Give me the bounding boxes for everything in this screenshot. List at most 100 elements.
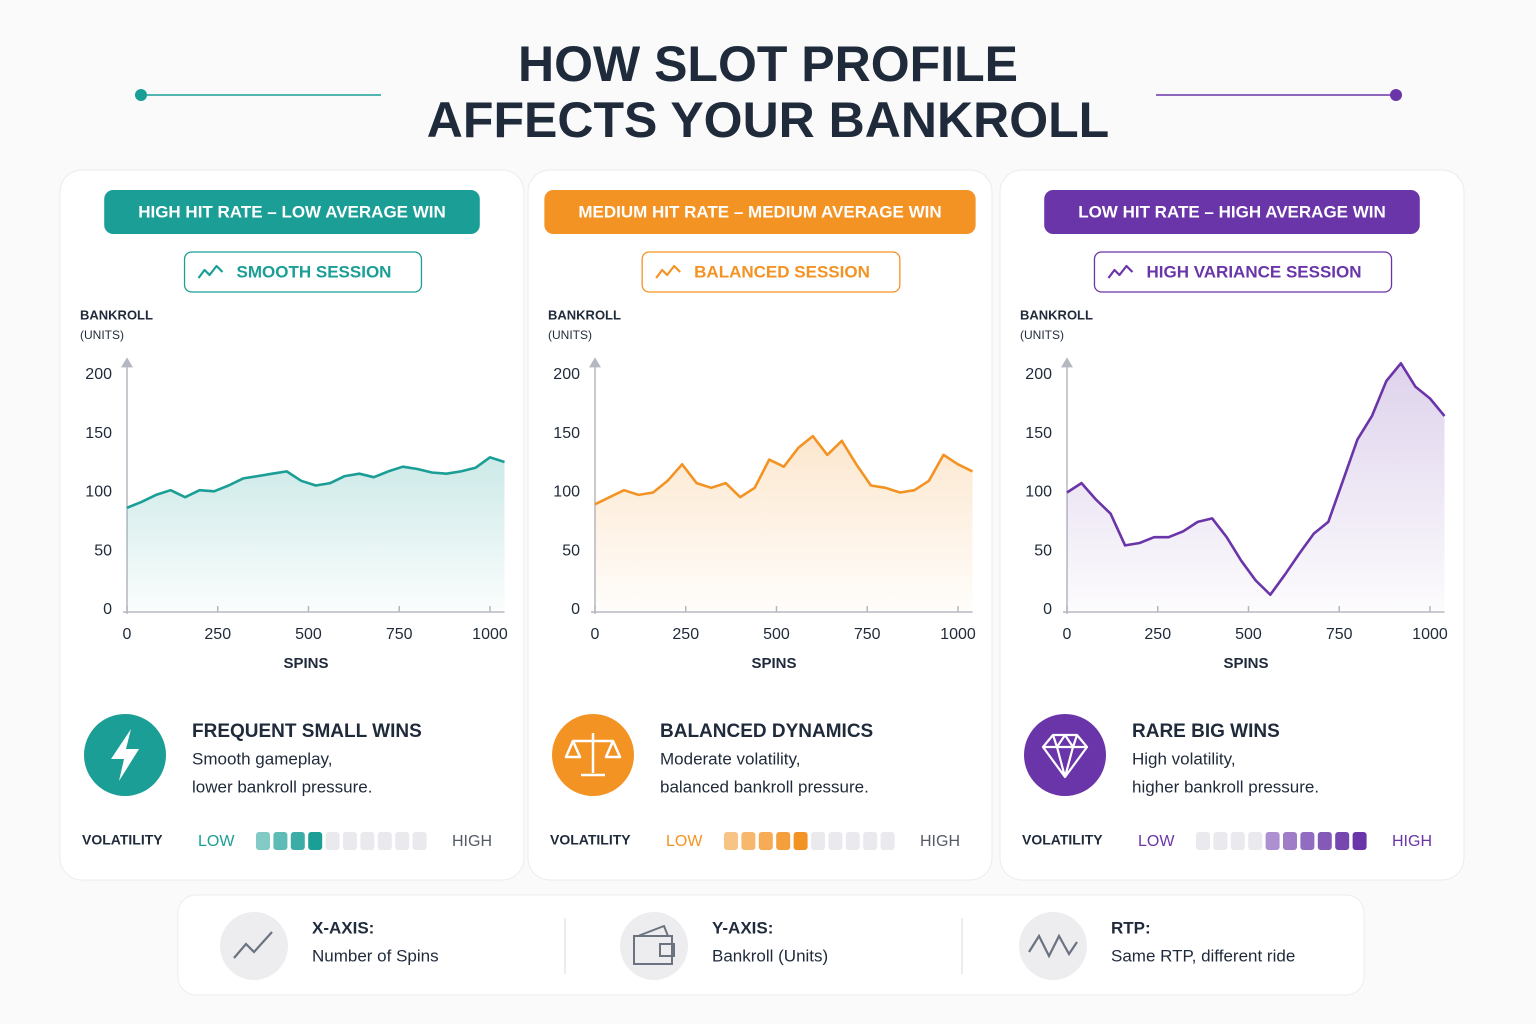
panel-header: HIGH HIT RATE – LOW AVERAGE WIN [138,202,446,221]
volatility-segment [793,832,808,850]
icon-scales [564,733,622,777]
volatility-segment [845,832,860,850]
volatility-low: LOW [198,833,235,850]
y-tick-label: 50 [94,542,112,559]
note-text: Bankroll (Units) [712,946,828,965]
volatility-segment [880,832,895,850]
volatility-segment [1265,832,1280,850]
area [127,457,505,610]
volatility-high: HIGH [920,833,960,850]
x-tick-label: 500 [1235,626,1262,643]
volatility-segment [1283,832,1297,850]
panel-header-badge [104,190,480,234]
volatility-segment [343,832,357,850]
y-axis-label: BANKROLL [1020,307,1093,322]
note-heading: X-AXIS: [312,918,374,937]
x-tick-label: 1000 [1412,626,1448,643]
panel-header: MEDIUM HIT RATE – MEDIUM AVERAGE WIN [578,202,941,221]
y-tick-label: 150 [553,425,580,442]
volatility-low: LOW [666,833,703,850]
volatility-segment [325,832,340,850]
volatility-segment [1213,832,1228,850]
x-tick-label: 750 [854,626,881,643]
volatility-segment [863,832,878,850]
session-label: HIGH VARIANCE SESSION [1146,262,1361,281]
summary-heading: BALANCED DYNAMICS [660,721,873,742]
volatility-low: LOW [1138,833,1175,850]
panel-header-badge [1044,190,1420,234]
y-tick-label: 150 [85,425,112,442]
y-tick-label: 200 [1025,366,1052,383]
y-tick-label: 200 [553,366,580,383]
y-axis-label: BANKROLL [80,307,153,322]
volatility-segment [412,832,427,850]
y-tick-label: 0 [571,601,580,618]
y-axis-label: (UNITS) [1020,328,1064,342]
volatility-label: VOLATILITY [1022,832,1103,848]
decor-dot [1390,89,1402,101]
volatility-label: VOLATILITY [82,832,163,848]
volatility-segment [724,832,738,850]
line [594,434,974,506]
volatility-segment [256,832,270,850]
y-tick-label: 50 [1034,542,1052,559]
x-tick-label: 1000 [940,626,976,643]
y-tick-label: 150 [1025,425,1052,442]
note-icon-bg [220,912,288,980]
note-icon [1028,933,1078,959]
x-tick-label: 750 [1326,626,1353,643]
session-icon [655,264,681,279]
note-icon [633,924,675,965]
panel-card [999,169,1465,881]
volatility-segment [273,832,288,850]
volatility-segment [377,832,392,850]
y-tick-label: 50 [562,542,580,559]
line [1066,362,1446,596]
volatility-segment [1335,832,1350,850]
volatility-label: VOLATILITY [550,832,631,848]
x-tick-label: 250 [672,626,699,643]
volatility-segment [1300,832,1315,850]
y-tick-label: 0 [1043,601,1052,618]
volatility-segment [1196,832,1210,850]
volatility-segment [1248,832,1263,850]
session-badge [183,251,423,293]
session-label: SMOOTH SESSION [237,262,392,281]
summary-text: Smooth gameplay, [192,749,332,768]
x-tick-label: 0 [1063,626,1072,643]
summary-heading: RARE BIG WINS [1132,721,1280,742]
y-axis-arrow [121,357,133,368]
note-text: Number of Spins [312,946,439,965]
x-tick-label: 250 [204,626,231,643]
x-tick-label: 0 [591,626,600,643]
note-heading: RTP: [1111,918,1151,937]
y-tick-label: 100 [553,484,580,501]
volatility-high: HIGH [1392,833,1432,850]
icon-diamond [1041,733,1089,779]
x-axis-label: SPINS [283,655,328,672]
volatility-segment [1230,832,1245,850]
session-icon [197,264,224,279]
session-icon [1107,264,1134,279]
volatility-segment [811,832,825,850]
summary-text: balanced bankroll pressure. [660,777,869,796]
line [126,456,505,510]
volatility-segment [776,832,791,850]
volatility-segment [1352,832,1367,850]
note-icon [233,931,273,959]
summary-heading: FREQUENT SMALL WINS [192,721,422,742]
x-tick-label: 500 [763,626,790,643]
volatility-segment [395,832,410,850]
summary-icon-bg [1024,714,1106,796]
y-axis-label: BANKROLL [548,307,621,322]
x-tick-label: 0 [123,626,132,643]
x-tick-label: 1000 [472,626,508,643]
summary-text: High volatility, [1132,749,1236,768]
page-title: HOW SLOT PROFILE [518,36,1018,92]
y-tick-label: 100 [1025,484,1052,501]
decor-dot [135,89,147,101]
volatility-segment [290,832,305,850]
panel-header: LOW HIT RATE – HIGH AVERAGE WIN [1078,202,1386,221]
volatility-segment [758,832,773,850]
x-axis-label: SPINS [1223,655,1268,672]
